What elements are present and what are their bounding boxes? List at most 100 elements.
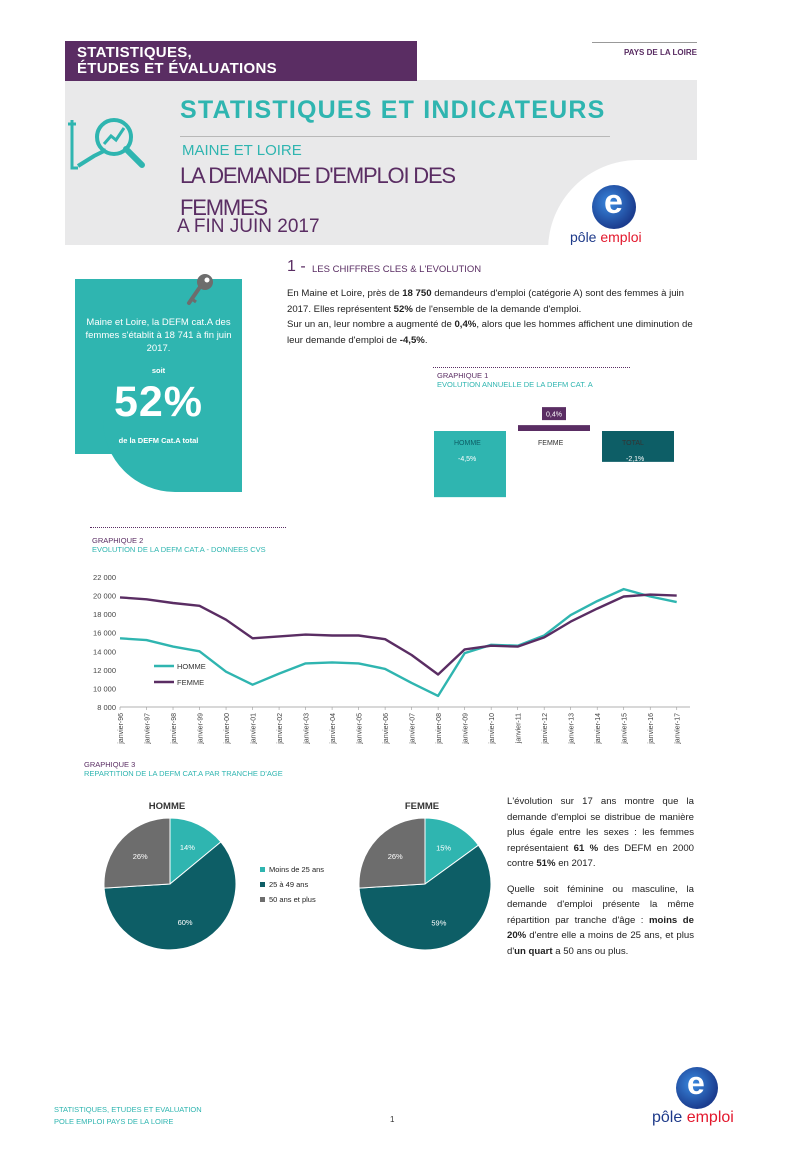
pie-slice	[169, 817, 222, 886]
footer-logo-letter: e	[687, 1065, 705, 1101]
analysis-paragraph: L'évolution sur 17 ans montre que la dem…	[507, 794, 694, 872]
x-tick-label: janvier-03	[304, 713, 311, 745]
x-tick-label: janvier-16	[648, 713, 655, 745]
pie-legend: Moins de 25 ans 25 à 49 ans 50 ans et pl…	[260, 862, 324, 907]
bar-category-label: HOMME	[454, 440, 481, 447]
graph3-subtitle: REPARTITION DE LA DEFM CAT.A PAR TRANCHE…	[84, 769, 283, 778]
pie-slice	[358, 817, 426, 889]
document-title: LA DEMANDE D'EMPLOI DES FEMMES	[180, 163, 456, 220]
logo-globe-icon	[592, 185, 636, 229]
text-run: demandeurs d'emploi (catégorie A) sont d…	[287, 288, 685, 315]
legend-swatch	[260, 897, 265, 902]
section-number: 1 -	[287, 258, 306, 275]
bar-total	[602, 431, 674, 462]
text-run: en 2017.	[555, 858, 596, 869]
legend-item: 25 à 49 ans	[260, 877, 324, 892]
legend-label: 25 à 49 ans	[269, 880, 309, 889]
pole-emploi-logo: e pôle emploi	[570, 183, 660, 248]
series-line-homme	[119, 587, 677, 698]
text-run: Sur un an, leur nombre a augmenté de	[287, 319, 455, 330]
brand-line-1: STATISTIQUES,	[77, 44, 193, 61]
analysis-paragraph: Quelle soit féminine ou masculine, la de…	[507, 882, 694, 960]
logo-word-emploi: emploi	[600, 229, 642, 245]
footer-line-2: POLE EMPLOI PAYS DE LA LOIRE	[54, 1117, 174, 1126]
text-run: Quelle soit féminine ou masculine, la de…	[507, 883, 694, 926]
x-tick-label: janvier-98	[171, 713, 178, 745]
bar-value-label: 0,4%	[546, 412, 562, 419]
pie-value-label: 59%	[431, 919, 446, 928]
graph1-rule	[433, 367, 630, 368]
logo-wordmark: pôle emploi	[570, 229, 642, 245]
footer-logo-globe-icon	[676, 1067, 718, 1109]
text-bold: 18 750	[402, 288, 432, 299]
legend-swatch	[260, 867, 265, 872]
legend-item: Moins de 25 ans	[260, 862, 324, 877]
text-bold: 0,4%	[454, 319, 477, 330]
y-tick-label: 18 000	[93, 610, 116, 619]
section-body: En Maine et Loire, près de 18 750 demand…	[287, 286, 697, 348]
x-tick-label: janvier-12	[542, 713, 549, 745]
pie-value-label: 26%	[388, 852, 403, 861]
annual-change-chart: HOMME -4,5% FEMME 0,4% TOTAL -2,1%	[434, 407, 674, 498]
legend-label: Moins de 25 ans	[269, 865, 325, 874]
pie-slice	[103, 817, 171, 889]
x-tick-label: janvier-05	[357, 713, 364, 745]
x-tick-label: janvier-15	[622, 713, 629, 745]
y-tick-label: 22 000	[93, 573, 116, 582]
graph3-title: GRAPHIQUE 3	[84, 760, 136, 769]
text-bold: 51%	[536, 858, 556, 869]
footer-line-1: STATISTIQUES, ETUDES ET EVALUATION	[54, 1105, 202, 1114]
text-run: de l'ensemble de la demande d'emploi.	[412, 303, 582, 315]
text-run: En Maine et Loire, près de	[287, 288, 403, 299]
bar-femme	[518, 425, 590, 431]
brand-line-2: ÉTUDES ET ÉVALUATIONS	[77, 60, 277, 77]
bar-category-label: FEMME	[538, 440, 564, 447]
logo-letter: e	[604, 183, 623, 221]
kpi-soit: soit	[151, 366, 166, 375]
text-bold: un quart	[514, 945, 553, 957]
pie-slice	[424, 817, 480, 885]
page-number: 1	[390, 1115, 395, 1124]
y-tick-label: 8 000	[97, 703, 116, 712]
region-rule	[592, 42, 697, 43]
pie-chart-homme: HOMME 14% 60% 26%	[103, 801, 237, 951]
bar-value-label: -4,5%	[458, 456, 476, 463]
pie-value-label: 15%	[436, 844, 451, 853]
x-tick-label: janvier-11	[516, 713, 523, 744]
legend-item: 50 ans et plus	[260, 892, 324, 907]
x-tick-label: janvier-09	[463, 713, 470, 745]
title-rule	[180, 136, 610, 137]
analysis-text: L'évolution sur 17 ans montre que la dem…	[507, 794, 694, 969]
department-label: MAINE ET LOIRE	[182, 142, 302, 159]
magnifier-chart-icon	[68, 118, 145, 170]
text-run: .	[424, 334, 428, 346]
x-tick-label: janvier-06	[383, 713, 390, 745]
x-tick-label: janvier-10	[489, 713, 496, 745]
x-tick-label: janvier-00	[224, 713, 231, 745]
x-tick-label: janvier-99	[198, 713, 205, 745]
legend-label-homme: HOMME	[177, 662, 206, 671]
graph2-subtitle: EVOLUTION DE LA DEFM CAT.A - DONNEES CVS	[92, 545, 266, 554]
bar-category-label: TOTAL	[622, 440, 644, 447]
pie-slice	[103, 841, 237, 951]
legend-label-femme: FEMME	[177, 678, 204, 687]
text-run: a 50 ans ou plus.	[552, 945, 629, 957]
pie-value-label: 26%	[133, 852, 148, 861]
document-date: A FIN JUIN 2017	[177, 216, 320, 237]
text-bold: 61 %	[573, 842, 599, 854]
x-tick-label: janvier-96	[118, 713, 125, 745]
brand-banner: STATISTIQUES, ÉTUDES ET ÉVALUATIONS	[65, 41, 417, 81]
x-tick-label: janvier-14	[595, 713, 602, 745]
y-tick-label: 20 000	[93, 592, 116, 601]
x-tick-label: janvier-17	[675, 713, 682, 745]
graph1-title: GRAPHIQUE 1	[437, 371, 489, 380]
region-label: PAYS DE LA LOIRE	[623, 48, 697, 57]
graph1-subtitle: EVOLUTION ANNUELLE DE LA DEFM CAT. A	[437, 380, 593, 389]
x-tick-label: janvier-97	[145, 713, 152, 745]
y-tick-label: 10 000	[93, 684, 116, 693]
graph2-rule	[90, 527, 286, 528]
kpi-caption: de la DEFM Cat.A total	[118, 436, 199, 445]
footer-logo-wordmark: pôle emploi	[652, 1109, 734, 1127]
x-tick-label: janvier-01	[251, 713, 258, 745]
bar-value-box	[542, 407, 566, 421]
